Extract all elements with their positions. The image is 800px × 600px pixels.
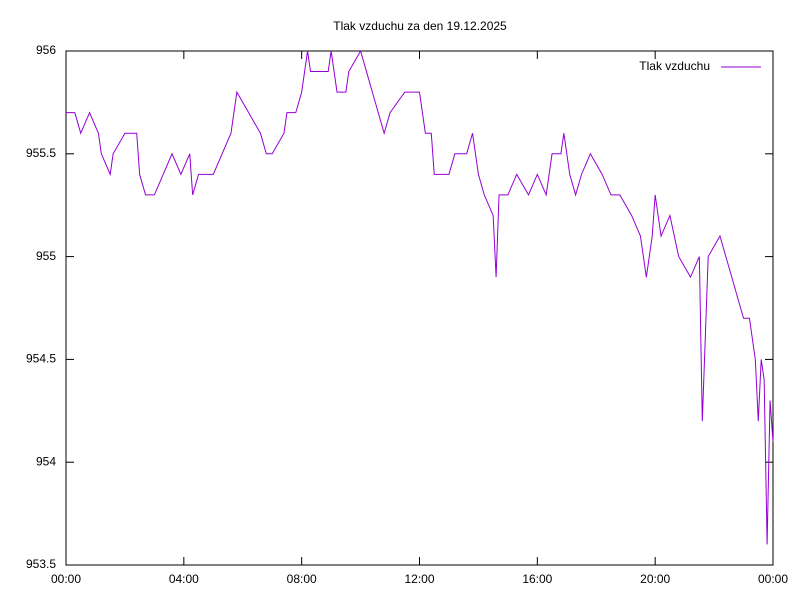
plot-frame xyxy=(65,50,774,566)
y-tick-label: 954 xyxy=(36,454,56,468)
chart-title: Tlak vzduchu za den 19.12.2025 xyxy=(333,19,507,33)
y-tick-label: 953.5 xyxy=(26,557,56,571)
x-tick-label: 00:00 xyxy=(51,572,81,586)
x-tick-label: 04:00 xyxy=(169,572,199,586)
x-tick-label: 12:00 xyxy=(404,572,434,586)
legend-label: Tlak vzduchu xyxy=(639,59,710,73)
y-tick-label: 956 xyxy=(36,43,56,57)
x-tick-label: 00:00 xyxy=(758,572,788,586)
data-line xyxy=(66,49,774,545)
x-tick-label: 20:00 xyxy=(640,572,670,586)
y-tick-label: 954.5 xyxy=(26,352,56,366)
y-tick-label: 955 xyxy=(36,249,56,263)
y-tick-label: 955.5 xyxy=(26,146,56,160)
x-tick-label: 16:00 xyxy=(522,572,552,586)
x-tick-label: 08:00 xyxy=(287,572,317,586)
